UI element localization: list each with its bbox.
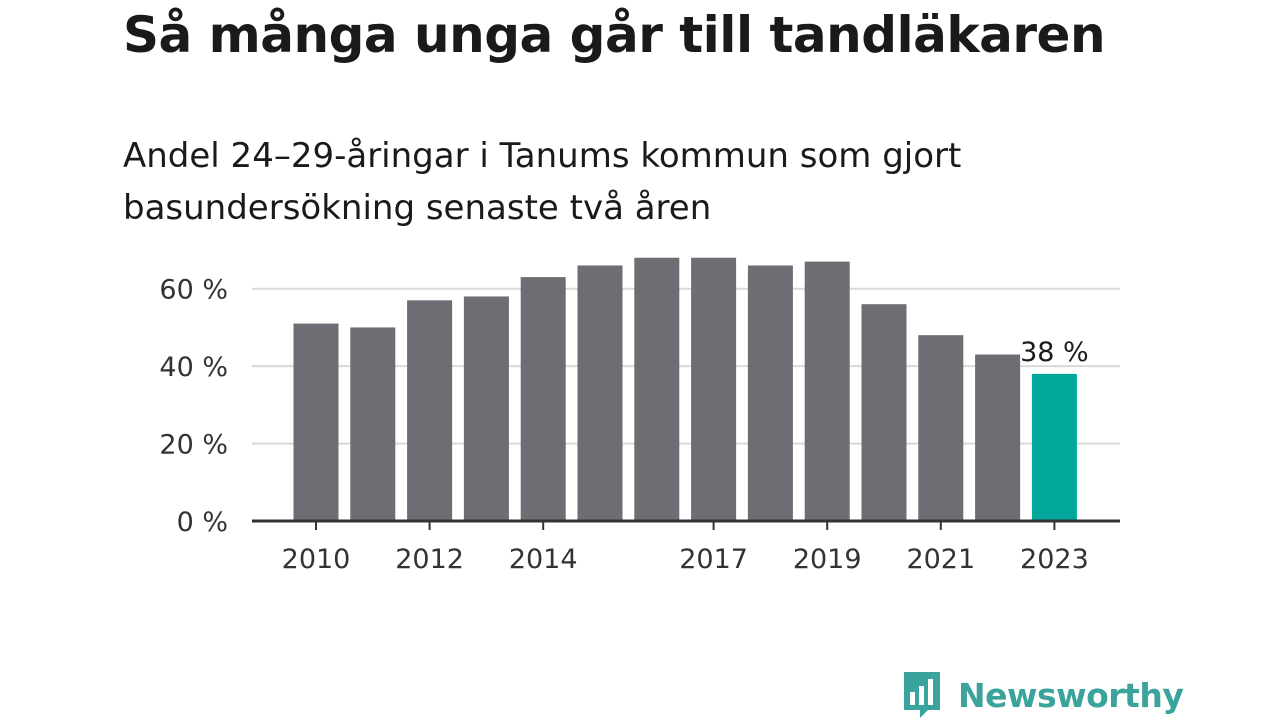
newsworthy-logo: Newsworthy bbox=[902, 670, 1184, 720]
y-tick-label: 40 % bbox=[159, 352, 228, 383]
x-tick-label: 2023 bbox=[1020, 544, 1089, 575]
bar-chart-speech-bubble-icon bbox=[904, 672, 940, 718]
data-label: 38 % bbox=[1020, 337, 1089, 368]
x-tick-label: 2017 bbox=[679, 544, 748, 575]
y-tick-label: 20 % bbox=[159, 430, 228, 461]
bar-highlight bbox=[1031, 373, 1077, 521]
x-tick-label: 2021 bbox=[906, 544, 975, 575]
bar bbox=[634, 257, 680, 521]
bar bbox=[747, 265, 793, 521]
bar bbox=[463, 296, 509, 521]
chart-subtitle: Andel 24–29-åringar i Tanums kommun som … bbox=[123, 136, 962, 228]
x-tick-label: 2014 bbox=[509, 544, 578, 575]
bar bbox=[804, 261, 850, 521]
bar bbox=[861, 304, 907, 521]
bar bbox=[691, 257, 737, 521]
x-tick-label: 2010 bbox=[282, 544, 351, 575]
x-tick-label: 2012 bbox=[395, 544, 464, 575]
bar bbox=[918, 335, 964, 521]
bar bbox=[975, 354, 1021, 521]
bar bbox=[350, 327, 396, 521]
bar bbox=[520, 277, 566, 521]
y-tick-label: 60 % bbox=[159, 275, 228, 306]
bar bbox=[577, 265, 623, 521]
x-tick-label: 2019 bbox=[793, 544, 862, 575]
chart-title: Så många unga går till tandläkaren bbox=[123, 6, 1106, 64]
bar bbox=[293, 323, 339, 521]
brand-name: Newsworthy bbox=[958, 675, 1184, 715]
y-tick-label: 0 % bbox=[177, 507, 228, 538]
bar bbox=[407, 300, 453, 521]
